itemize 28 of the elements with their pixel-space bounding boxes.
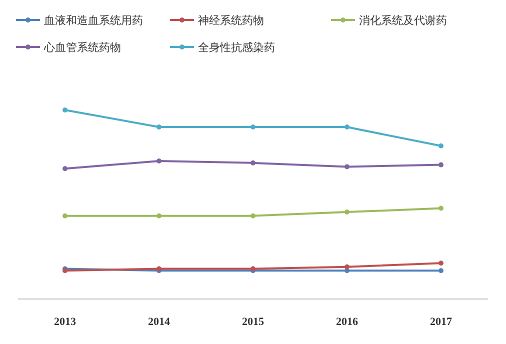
point: [250, 124, 256, 130]
point: [438, 260, 444, 266]
legend-label: 血液和造血系统用药: [44, 14, 143, 27]
point: [156, 158, 162, 164]
x-tick-label: 2014: [148, 316, 170, 328]
point: [344, 124, 350, 130]
legend-label: 神经系统药物: [198, 14, 264, 27]
point: [62, 108, 68, 112]
point: [344, 164, 350, 170]
x-tick-label: 2017: [430, 316, 452, 328]
x-tick-label: 2013: [54, 316, 76, 328]
x-tick-label: 2016: [336, 316, 358, 328]
point: [438, 162, 444, 168]
point: [156, 124, 162, 130]
legend-label: 心血管系统药物: [43, 41, 121, 54]
point: [344, 264, 350, 270]
point: [156, 213, 162, 218]
point: [438, 268, 444, 274]
point: [62, 213, 68, 218]
legend-label: 全身性抗感染药: [198, 41, 275, 54]
point: [438, 143, 444, 148]
point: [438, 206, 444, 211]
point: [344, 210, 350, 215]
point: [250, 160, 256, 166]
x-tick-label: 2015: [242, 316, 264, 328]
point: [62, 166, 68, 172]
point: [250, 213, 256, 218]
legend-label: 消化系统及代谢药: [359, 14, 447, 27]
